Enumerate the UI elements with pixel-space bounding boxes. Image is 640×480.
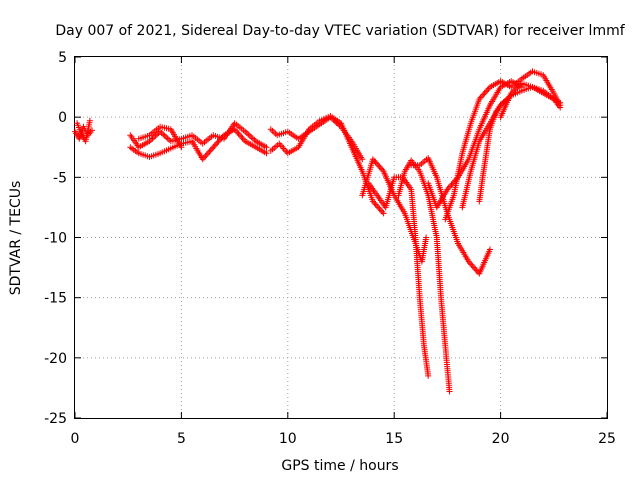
y-tick-label: -10 xyxy=(44,231,67,247)
data-point xyxy=(423,234,430,241)
x-tick-label: 20 xyxy=(492,431,510,447)
x-tick-label: 10 xyxy=(279,431,297,447)
data-point xyxy=(487,246,493,253)
data-point xyxy=(89,127,95,134)
data-point xyxy=(164,135,171,142)
grid xyxy=(75,57,607,418)
data-point xyxy=(158,130,165,136)
series-arc-6 xyxy=(267,113,387,217)
series-arc-14 xyxy=(459,84,564,211)
y-tick-label: 0 xyxy=(58,110,67,126)
data-point xyxy=(161,132,168,139)
x-tick-label: 0 xyxy=(71,431,80,447)
data-point xyxy=(359,156,366,163)
data-point xyxy=(263,144,270,151)
data-points xyxy=(72,68,564,395)
y-tick-label: -20 xyxy=(44,351,67,367)
y-tick-label: 5 xyxy=(58,50,67,66)
x-tick-label: 5 xyxy=(177,431,186,447)
data-point xyxy=(248,134,255,141)
series-arc-15 xyxy=(476,96,510,205)
y-axis-label: SDTVAR / TECUs xyxy=(8,181,24,296)
data-point xyxy=(380,210,387,217)
data-point xyxy=(425,372,432,379)
data-point xyxy=(557,99,564,106)
series-arc-12 xyxy=(425,78,525,211)
y-tick-label: -25 xyxy=(44,411,67,427)
axis-ticks xyxy=(74,56,608,419)
data-point xyxy=(249,135,256,142)
x-tick-label: 15 xyxy=(385,431,403,447)
series-arc-9 xyxy=(365,174,432,379)
series-arc-7 xyxy=(267,114,366,163)
data-point xyxy=(484,87,491,94)
x-tick-label: 25 xyxy=(598,431,616,447)
series-arc-8 xyxy=(359,156,430,265)
data-point xyxy=(86,117,93,124)
chart-title: Day 007 of 2021, Sidereal Day-to-day VTE… xyxy=(55,23,625,39)
data-point xyxy=(471,264,477,271)
data-point xyxy=(209,145,215,152)
series-arc-16 xyxy=(497,80,564,121)
series-arc-10 xyxy=(395,157,453,395)
data-point xyxy=(178,144,185,151)
data-point xyxy=(263,150,270,157)
y-tick-label: -5 xyxy=(53,170,67,186)
y-tick-label: -15 xyxy=(44,291,67,307)
data-point xyxy=(160,131,167,138)
series-arc-2 xyxy=(74,117,93,145)
series-arc-13 xyxy=(442,68,564,223)
data-point xyxy=(446,388,453,395)
data-point xyxy=(163,134,170,141)
x-tick-labels: 0 5 10 15 20 25 xyxy=(71,431,616,447)
data-point xyxy=(377,165,384,172)
data-point xyxy=(245,131,252,138)
x-axis-label: GPS time / hours xyxy=(281,458,398,474)
series-arc-4 xyxy=(127,126,270,163)
data-point xyxy=(246,132,253,139)
data-point xyxy=(480,91,487,98)
y-tick-labels: 5 0 -5 -10 -15 -20 -25 xyxy=(44,50,67,427)
data-point xyxy=(235,130,242,137)
data-point xyxy=(205,150,211,157)
series-arc-5 xyxy=(135,123,185,151)
data-point xyxy=(377,207,384,214)
plot-frame xyxy=(74,56,608,419)
